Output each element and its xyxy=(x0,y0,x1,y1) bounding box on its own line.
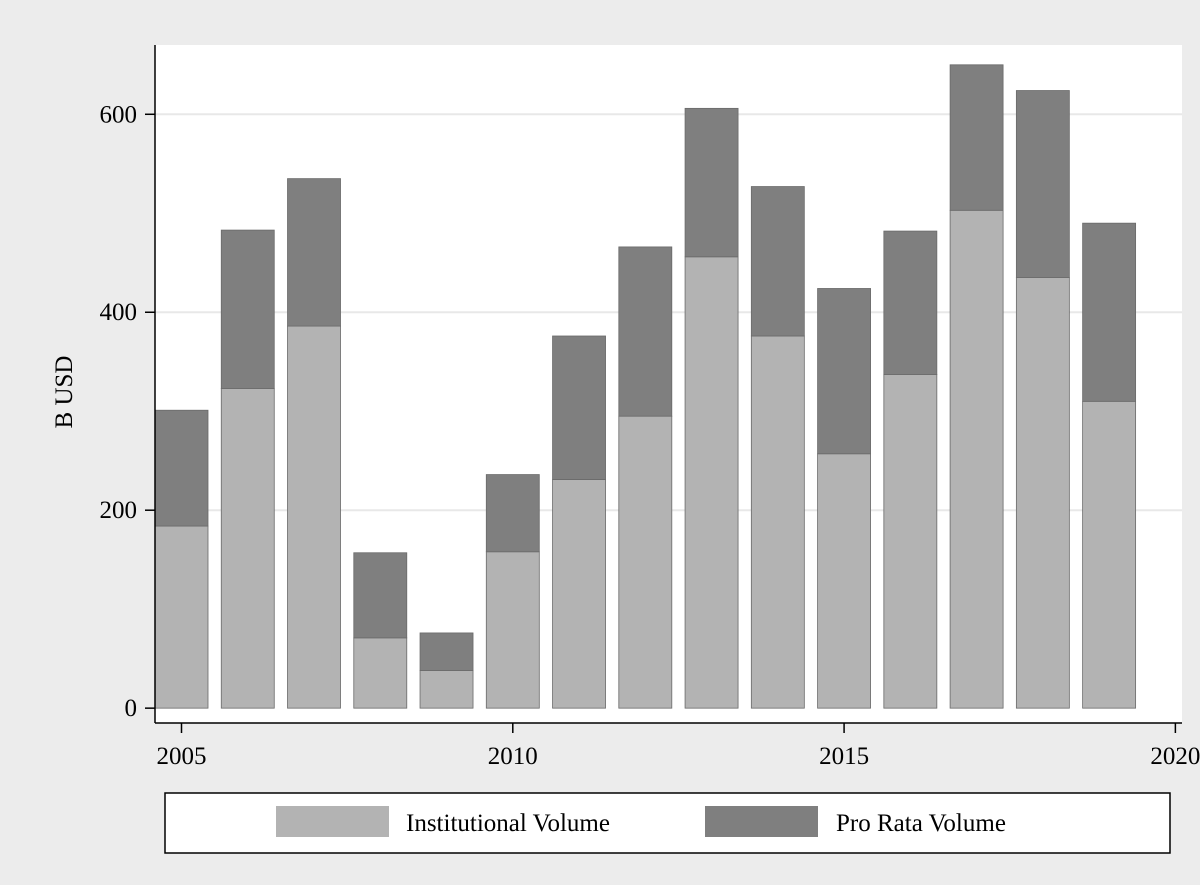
bar-pro-rata xyxy=(818,288,871,453)
bar-institutional xyxy=(685,257,738,708)
y-tick-label: 0 xyxy=(125,695,138,722)
bar-pro-rata xyxy=(950,65,1003,210)
y-tick-label: 600 xyxy=(100,101,138,128)
legend-label-pro-rata: Pro Rata Volume xyxy=(836,810,1006,837)
bar-institutional xyxy=(950,210,1003,708)
bar-pro-rata xyxy=(420,633,473,671)
y-tick-label: 200 xyxy=(100,497,138,524)
legend-swatch-institutional xyxy=(276,806,389,837)
bar-pro-rata xyxy=(751,187,804,336)
legend-swatch-pro-rata xyxy=(705,806,818,837)
bar-institutional xyxy=(818,454,871,708)
bar-institutional xyxy=(288,326,341,708)
legend: Institutional Volume Pro Rata Volume xyxy=(165,793,1170,853)
y-tick-label: 400 xyxy=(100,299,138,326)
bar-institutional xyxy=(619,416,672,708)
bar-institutional xyxy=(751,336,804,708)
bar-pro-rata xyxy=(553,336,606,480)
bar-pro-rata xyxy=(221,230,274,388)
bar-institutional xyxy=(1016,278,1069,709)
bar-institutional xyxy=(420,671,473,709)
x-tick-label: 2020 xyxy=(1150,743,1200,770)
bar-pro-rata xyxy=(155,410,208,526)
bar-pro-rata xyxy=(354,553,407,638)
bar-pro-rata xyxy=(288,179,341,326)
bar-institutional xyxy=(221,388,274,708)
bar-institutional xyxy=(354,638,407,708)
bar-institutional xyxy=(1083,401,1136,708)
bar-institutional xyxy=(486,552,539,708)
x-tick-label: 2015 xyxy=(819,743,869,770)
bar-institutional xyxy=(155,526,208,708)
bar-pro-rata xyxy=(486,475,539,552)
y-axis-label: B USD xyxy=(51,356,78,429)
bar-institutional xyxy=(884,375,937,709)
bar-pro-rata xyxy=(685,108,738,256)
bar-institutional xyxy=(553,480,606,709)
x-tick-label: 2010 xyxy=(488,743,538,770)
bar-pro-rata xyxy=(1016,91,1069,278)
bar-pro-rata xyxy=(1083,223,1136,401)
bar-pro-rata xyxy=(619,247,672,416)
legend-label-institutional: Institutional Volume xyxy=(406,810,610,837)
bar-pro-rata xyxy=(884,231,937,375)
x-tick-label: 2005 xyxy=(157,743,207,770)
